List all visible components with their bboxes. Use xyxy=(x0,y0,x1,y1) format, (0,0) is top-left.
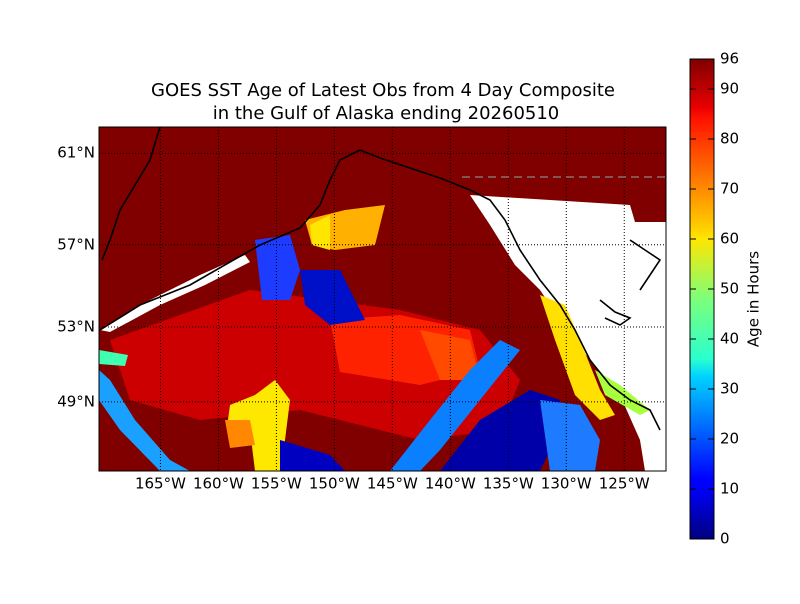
colorbar-tick-label: 60 xyxy=(720,230,739,248)
colorbar-tick-label: 30 xyxy=(720,380,739,398)
colorbar-tick-label: 0 xyxy=(720,530,730,548)
lon-tick-label: 140°W xyxy=(425,475,476,493)
map-frame xyxy=(98,126,667,472)
lat-tick-label: 57°N xyxy=(57,235,95,253)
lon-tick-label: 165°W xyxy=(135,475,186,493)
colorbar-tick-label: 50 xyxy=(720,280,739,298)
lon-tick-label: 130°W xyxy=(541,475,592,493)
colorbar-tick-label: 90 xyxy=(720,80,739,98)
lon-tick-label: 135°W xyxy=(483,475,534,493)
lon-tick-label: 160°W xyxy=(193,475,244,493)
colorbar-tick-label: 96 xyxy=(720,50,739,68)
colorbar-tick-label: 20 xyxy=(720,430,739,448)
sst-raster xyxy=(99,127,666,471)
graticule xyxy=(99,127,666,471)
lat-tick-label: 61°N xyxy=(57,144,95,162)
colorbar-tick-label: 70 xyxy=(720,180,739,198)
title-line: GOES SST Age of Latest Obs from 4 Day Co… xyxy=(151,80,615,101)
lon-tick-label: 155°W xyxy=(251,475,302,493)
lon-tick-label: 150°W xyxy=(309,475,360,493)
lon-tick-label: 145°W xyxy=(367,475,418,493)
lat-tick-label: 49°N xyxy=(57,392,95,410)
lat-tick-label: 53°N xyxy=(57,317,95,335)
colorbar-tick-label: 40 xyxy=(720,330,739,348)
colorbar-label: Age in Hours xyxy=(745,251,763,347)
colorbar xyxy=(689,58,715,540)
colorbar-tick-label: 10 xyxy=(720,480,739,498)
title-line: in the Gulf of Alaska ending 20260510 xyxy=(213,103,560,124)
lon-tick-label: 125°W xyxy=(599,475,650,493)
colorbar-tick-label: 80 xyxy=(720,130,739,148)
